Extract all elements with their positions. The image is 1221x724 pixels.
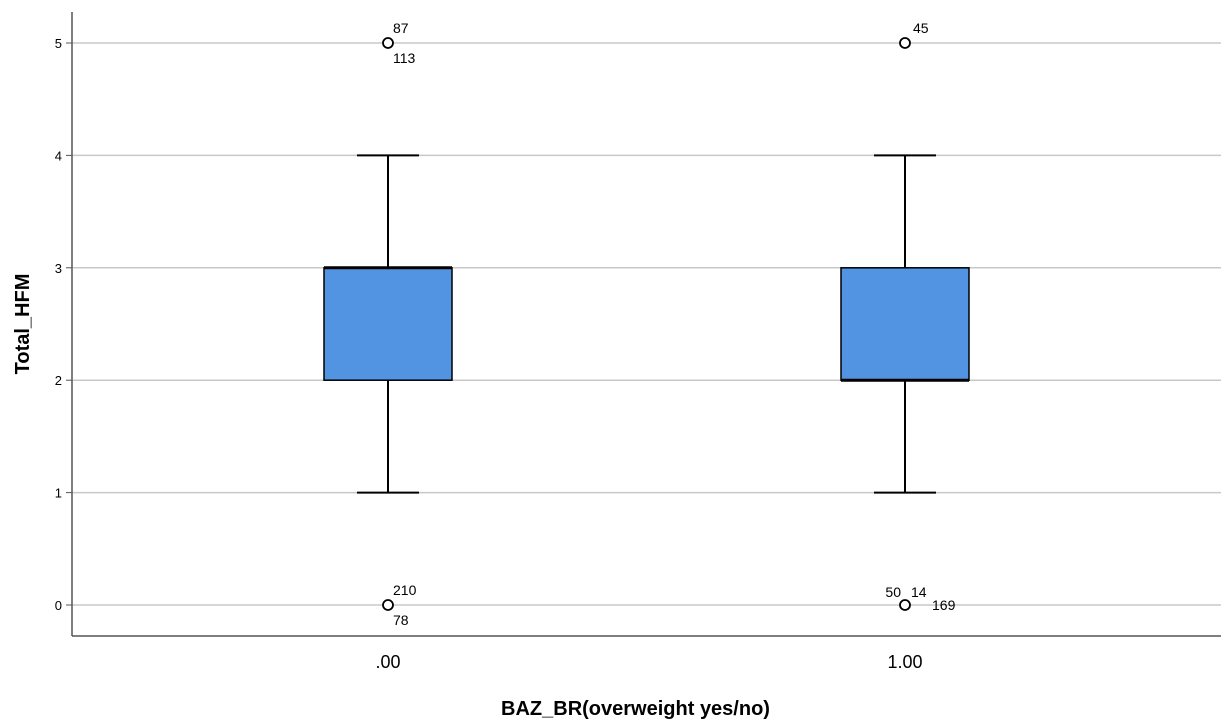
x-tick-label: .00 bbox=[375, 652, 400, 672]
outlier-point bbox=[899, 599, 911, 611]
outlier-label: 14 bbox=[911, 584, 927, 600]
boxes: 87 113 210 78 45 50 14 169 bbox=[323, 20, 970, 628]
outlier-label: 169 bbox=[932, 597, 956, 613]
outlier-label: 113 bbox=[393, 50, 416, 66]
outlier-point bbox=[382, 37, 394, 49]
x-tick-labels: .00 1.00 bbox=[375, 652, 922, 672]
outlier-label: 78 bbox=[393, 612, 409, 628]
outlier-label: 210 bbox=[393, 582, 417, 598]
y-tick-label: 5 bbox=[55, 36, 62, 51]
outlier-label: 45 bbox=[913, 20, 929, 36]
y-tick-label: 1 bbox=[55, 486, 62, 501]
grid-lines bbox=[72, 42, 1221, 606]
y-axis-title: Total_HFM bbox=[12, 274, 34, 375]
x-axis-title: BAZ_BR(overweight yes/no) bbox=[501, 698, 770, 720]
outlier-label: 50 bbox=[885, 584, 901, 600]
box-group: 45 50 14 169 bbox=[840, 20, 970, 613]
x-tick-label: 1.00 bbox=[887, 652, 922, 672]
iqr-box bbox=[840, 267, 970, 381]
outlier-label: 87 bbox=[393, 20, 409, 36]
y-tick-labels: 0 1 2 3 4 5 bbox=[55, 36, 72, 613]
iqr-box bbox=[323, 267, 453, 381]
y-tick-label: 3 bbox=[55, 261, 62, 276]
outlier-point bbox=[382, 599, 394, 611]
box-group: 87 113 210 78 bbox=[323, 20, 453, 628]
y-tick-label: 2 bbox=[55, 373, 62, 388]
y-tick-label: 4 bbox=[55, 148, 62, 163]
y-tick-label: 0 bbox=[55, 598, 62, 613]
axes bbox=[71, 12, 1221, 637]
outlier-point bbox=[899, 37, 911, 49]
